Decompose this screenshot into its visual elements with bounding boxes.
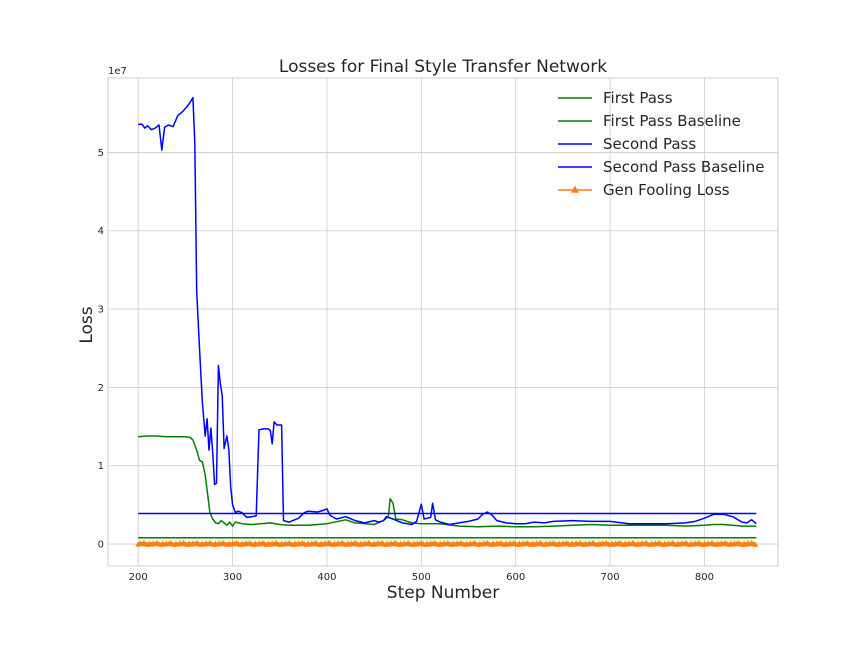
y-tick-label: 5 [98,148,104,159]
series-gen-fooling-loss [135,539,759,547]
legend-label: First Pass Baseline [603,112,741,130]
y-offset-label: 1e7 [108,66,127,77]
x-tick-label: 500 [412,572,431,583]
y-axis-label: Loss [77,306,97,343]
legend-item-first-pass: First Pass [558,89,673,107]
grid-lines [108,78,778,566]
plot-area [107,77,779,567]
legend-label: First Pass [603,89,673,107]
x-tick-label: 300 [223,572,242,583]
x-tick-labels: 200 300 400 500 600 700 800 [129,572,714,583]
legend-label: Gen Fooling Loss [603,181,730,199]
series-marker [752,541,759,547]
legend-marker [570,185,580,193]
y-tick-labels: 0 1 2 3 4 5 [98,148,104,551]
x-tick-label: 400 [317,572,336,583]
series-layer [135,96,759,547]
y-tick-label: 1 [98,461,104,472]
series-first-pass [138,435,757,528]
y-tick-label: 4 [98,226,104,237]
legend-label: Second Pass Baseline [603,158,765,176]
x-tick-label: 700 [600,572,619,583]
legend-item-gen-fooling-loss: Gen Fooling Loss [558,181,730,199]
series-line-first-pass [138,435,757,528]
legend-item-second-pass-baseline: Second Pass Baseline [558,158,765,176]
series-line-second-pass [138,96,757,526]
legend: First Pass First Pass Baseline Second Pass… [558,89,765,199]
chart-title: Losses for Final Style Transfer Network [279,57,607,77]
series-second-pass [138,96,757,526]
legend-item-first-pass-baseline: First Pass Baseline [558,112,741,130]
y-tick-label: 0 [98,540,104,551]
x-axis-label: Step Number [387,583,499,603]
legend-label: Second Pass [603,135,696,153]
x-tick-label: 800 [695,572,714,583]
legend-item-second-pass: Second Pass [558,135,696,153]
x-tick-label: 600 [506,572,525,583]
x-tick-label: 200 [129,572,148,583]
y-tick-label: 2 [98,383,104,394]
y-tick-label: 3 [98,305,104,316]
